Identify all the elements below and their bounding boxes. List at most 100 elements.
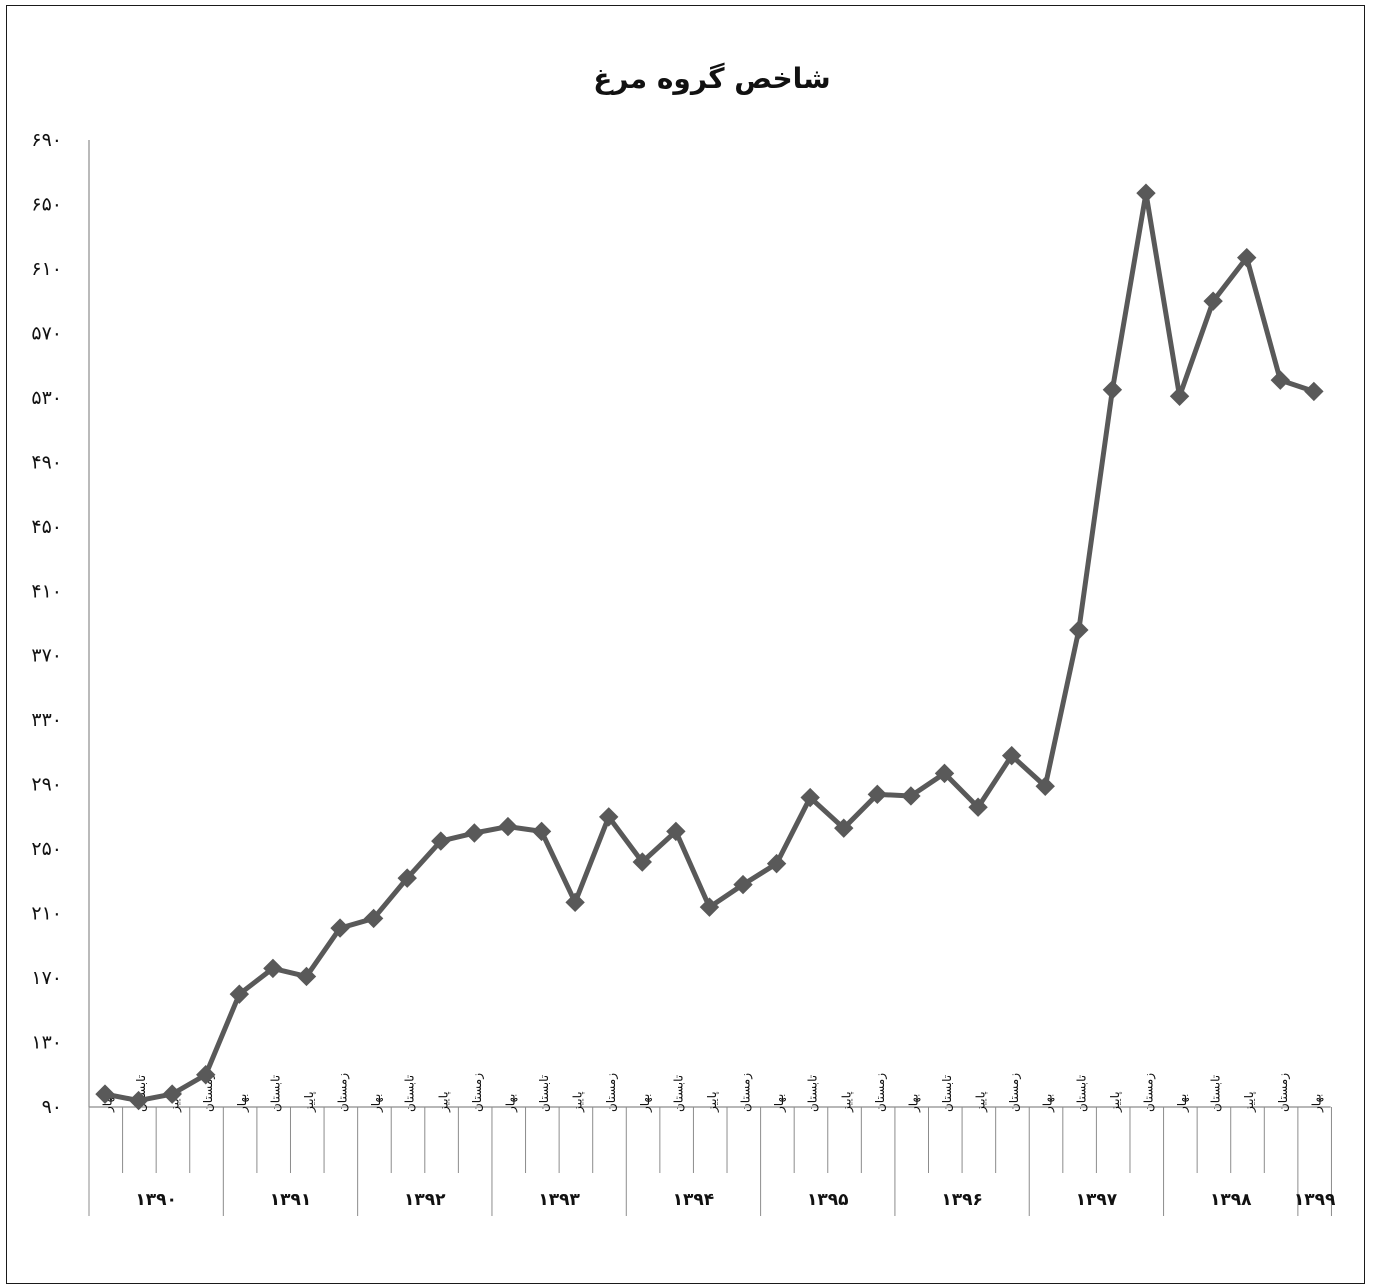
data-point-marker (1035, 776, 1055, 796)
x-tick-label: تابستان (806, 1075, 820, 1112)
data-point-marker (934, 763, 955, 784)
y-tick-label: ۶۵۰ (31, 193, 62, 215)
data-point-marker (565, 892, 585, 913)
data-point-marker (498, 816, 518, 837)
data-point-marker (632, 852, 652, 872)
data-point-marker (296, 966, 317, 987)
x-year-label: ۱۳۹۴ (673, 1190, 715, 1210)
data-point-marker (733, 874, 753, 895)
y-tick-label: ۲۱۰ (31, 903, 62, 925)
x-tick-label: تابستان (671, 1075, 685, 1112)
data-point-marker (766, 853, 787, 874)
chart-title: شاخص گروه مرغ (593, 62, 831, 95)
x-tick-label: بهار (1041, 1094, 1056, 1113)
data-point-marker (1304, 381, 1324, 402)
x-tick-label: زمستان (873, 1073, 888, 1112)
x-tick-label: زمستان (1276, 1073, 1291, 1112)
y-tick-label: ۴۹۰ (31, 451, 62, 473)
x-tick-label: تابستان (1209, 1075, 1223, 1112)
x-year-label: ۱۳۹۸ (1210, 1190, 1252, 1210)
data-point-marker (263, 958, 283, 979)
data-point-marker (162, 1084, 182, 1104)
x-tick-label: زمستان (739, 1073, 754, 1112)
x-tick-label: پاییز (302, 1091, 317, 1113)
x-tick-label: تابستان (537, 1075, 551, 1112)
y-tick-label: ۲۵۰ (31, 838, 62, 860)
y-tick-label: ۴۱۰ (31, 580, 62, 602)
x-year-label: ۱۳۹۹ (1294, 1190, 1336, 1210)
y-tick-label: ۳۳۰ (31, 709, 62, 731)
data-point-marker (1237, 247, 1257, 268)
x-tick-label: تابستان (403, 1075, 417, 1112)
x-tick-label: پاییز (1108, 1091, 1123, 1113)
x-tick-label: پاییز (839, 1091, 854, 1113)
x-tick-label: بهار (1175, 1094, 1190, 1113)
y-tick-label: ۱۷۰ (31, 967, 62, 989)
x-tick-label: پاییز (1242, 1091, 1257, 1113)
data-point-marker (431, 831, 451, 851)
data-point-marker (968, 797, 988, 817)
y-tick-label: ۳۷۰ (31, 645, 62, 667)
x-tick-label: بهار (1309, 1094, 1324, 1113)
data-point-marker (1169, 386, 1190, 406)
x-tick-label: زمستان (470, 1073, 485, 1112)
data-point-marker (800, 787, 820, 808)
y-tick-label: ۱۳۰ (31, 1032, 62, 1054)
data-point-marker (531, 821, 552, 842)
y-tick-label: ۵۷۰ (31, 322, 62, 344)
x-tick-label: تابستان (940, 1075, 954, 1112)
data-point-marker (867, 784, 888, 805)
data-point-marker (598, 807, 619, 827)
data-point-marker (363, 908, 384, 929)
x-tick-label: بهار (638, 1094, 653, 1113)
data-point-marker (229, 984, 250, 1004)
x-tick-label: زمستان (336, 1073, 351, 1112)
x-tick-label: بهار (369, 1094, 384, 1113)
data-point-marker (464, 823, 485, 843)
x-year-label: ۱۳۹۰ (135, 1190, 177, 1210)
x-tick-label: پاییز (705, 1091, 720, 1113)
x-year-label: ۱۳۹۱ (270, 1190, 312, 1210)
x-tick-label: بهار (503, 1094, 518, 1113)
x-tick-label: پاییز (974, 1091, 989, 1113)
x-tick-label: تابستان (1074, 1075, 1088, 1112)
y-tick-label: ۲۹۰ (31, 774, 62, 796)
x-tick-label: بهار (906, 1094, 921, 1113)
data-point-marker (196, 1065, 216, 1085)
x-tick-label: زمستان (604, 1073, 619, 1112)
x-tick-label: پاییز (571, 1091, 586, 1113)
x-tick-label: زمستان (1007, 1073, 1022, 1112)
data-point-marker (834, 818, 854, 838)
chart-frame (6, 5, 1365, 1284)
x-year-label: ۱۳۹۵ (807, 1190, 849, 1210)
y-tick-label: ۶۱۰ (31, 258, 62, 280)
data-point-marker (1203, 291, 1223, 311)
data-point-marker (1136, 183, 1156, 203)
y-tick-label: ۴۵۰ (31, 516, 62, 538)
data-point-marker (901, 786, 921, 806)
x-year-label: ۱۳۹۲ (404, 1190, 446, 1210)
data-point-marker (666, 821, 686, 842)
x-tick-label: پاییز (436, 1091, 451, 1113)
data-point-marker (1069, 620, 1089, 640)
data-point-marker (330, 918, 350, 938)
x-year-label: ۱۳۹۳ (538, 1190, 580, 1210)
x-year-label: ۱۳۹۷ (1076, 1190, 1118, 1210)
data-point-marker (128, 1090, 149, 1111)
data-point-marker (95, 1084, 115, 1104)
x-tick-label: تابستان (268, 1075, 282, 1112)
x-tick-label: بهار (235, 1094, 250, 1113)
x-year-label: ۱۳۹۶ (941, 1190, 983, 1210)
data-point-marker (1102, 380, 1123, 400)
x-tick-label: زمستان (1141, 1073, 1156, 1112)
data-point-marker (1270, 370, 1291, 390)
x-tick-label: بهار (772, 1094, 787, 1113)
data-point-marker (699, 897, 720, 917)
y-tick-label: ۹۰ (42, 1096, 62, 1118)
data-point-marker (397, 868, 417, 888)
y-tick-label: ۶۹۰ (31, 129, 62, 151)
series-line (104, 190, 1315, 1104)
y-tick-label: ۵۳۰ (31, 387, 62, 409)
data-point-marker (1001, 745, 1022, 766)
